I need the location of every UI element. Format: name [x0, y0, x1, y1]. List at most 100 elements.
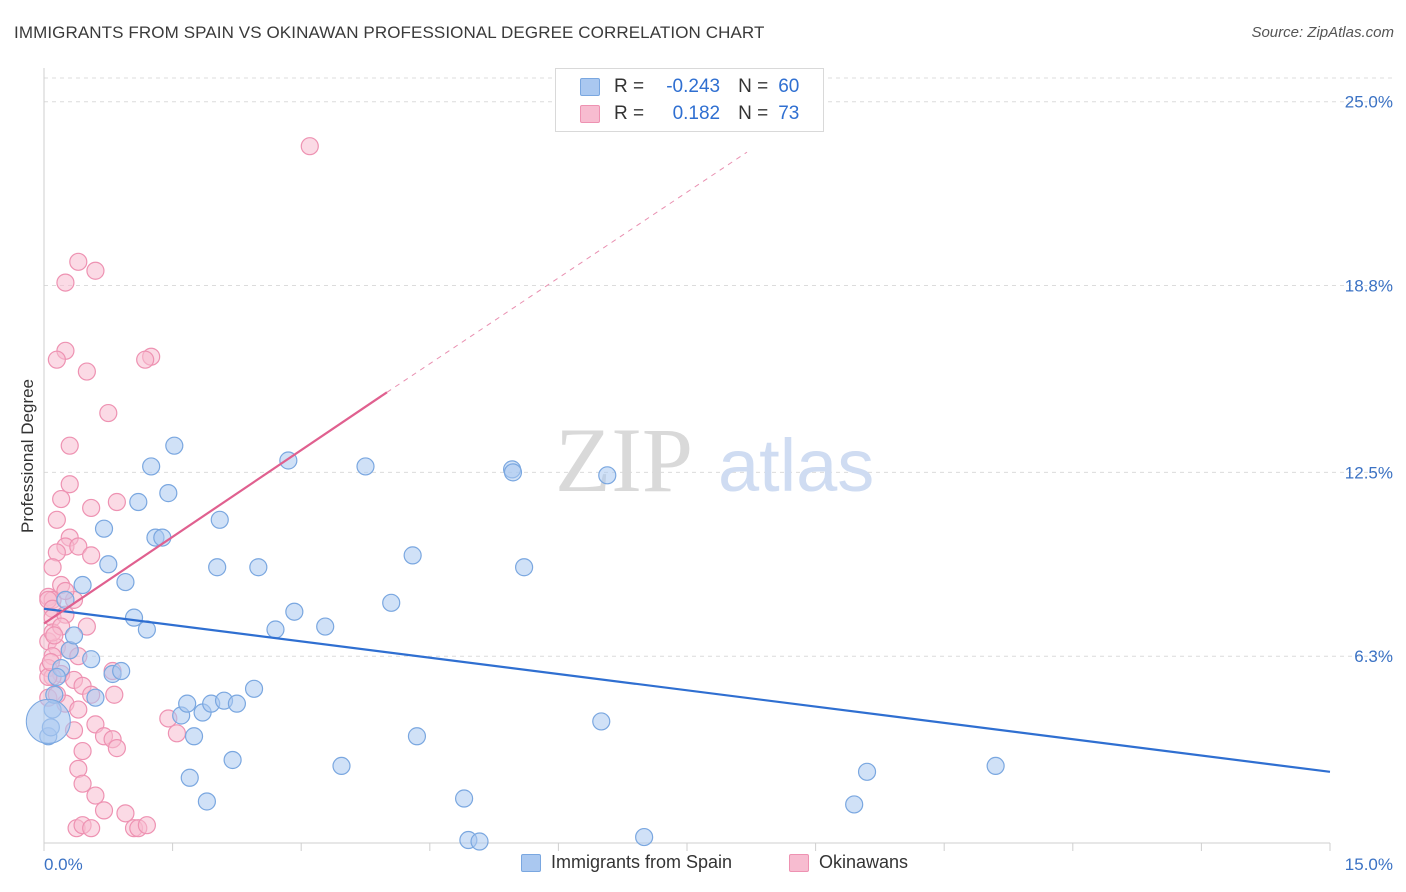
- data-point-okinawan: [56, 273, 75, 292]
- legend-row-spain: R = -0.243 N = 60: [556, 74, 799, 100]
- data-point-spain: [210, 510, 229, 529]
- data-point-spain: [124, 608, 144, 627]
- x-tick-label: 15.0%: [1345, 855, 1393, 874]
- data-point-okinawan: [300, 137, 319, 156]
- data-point-okinawan: [99, 403, 118, 423]
- legend-n-value-okinawan: 73: [778, 103, 800, 124]
- series-okinawans: [39, 137, 319, 838]
- bottom-legend-swatch-spain: [521, 853, 541, 872]
- chart-title: IMMIGRANTS FROM SPAIN VS OKINAWAN PROFES…: [14, 23, 765, 42]
- data-point-spain: [857, 762, 877, 781]
- data-point-spain: [129, 492, 148, 512]
- y-tick-label: 18.8%: [1345, 277, 1393, 296]
- legend-n-label: N =: [738, 76, 769, 97]
- watermark-atlas: atlas: [718, 424, 874, 507]
- x-tick-labels: 0.0% 15.0%: [44, 855, 1393, 874]
- data-point-okinawan: [47, 510, 66, 529]
- y-tick-label: 6.3%: [1354, 647, 1393, 666]
- data-point-spain: [244, 679, 264, 698]
- data-point-spain: [407, 727, 427, 746]
- data-point-spain: [159, 484, 178, 503]
- bottom-legend-swatch-okinawan: [789, 853, 809, 872]
- data-point-okinawan: [69, 700, 88, 719]
- data-point-spain: [116, 572, 135, 592]
- legend-n-value-spain: 60: [778, 76, 800, 97]
- trend-line-spain: [43, 607, 1331, 773]
- data-point-okinawan: [69, 537, 88, 556]
- data-point-okinawan: [136, 350, 155, 369]
- data-point-okinawan: [73, 741, 92, 761]
- y-axis-label: Professional Degree: [18, 379, 37, 533]
- data-point-spain: [403, 546, 422, 565]
- data-point-okinawan: [45, 626, 64, 645]
- data-point-spain: [64, 626, 84, 645]
- legend-swatch-okinawan: [580, 105, 600, 123]
- grid-lines: [44, 77, 1393, 657]
- data-point-okinawan: [116, 804, 135, 823]
- legend-row-okinawan: R = 0.182 N = 73: [556, 101, 799, 127]
- watermark-zip: ZIP: [555, 409, 693, 511]
- data-point-okinawan: [137, 816, 156, 835]
- data-point-spain: [285, 602, 304, 621]
- trend-line-okinawan-extension: [386, 151, 748, 393]
- data-point-spain: [82, 650, 101, 669]
- data-point-okinawan: [167, 724, 186, 743]
- source-label: Source: ZipAtlas.com: [1251, 24, 1394, 41]
- data-point-spain: [223, 750, 242, 770]
- data-point-spain: [266, 620, 285, 639]
- data-point-okinawan: [82, 498, 101, 518]
- data-point-okinawan: [105, 685, 124, 704]
- data-point-spain: [986, 756, 1005, 776]
- data-point-spain: [249, 558, 268, 577]
- trend-line-okinawan: [43, 391, 388, 625]
- data-point-okinawan: [52, 489, 71, 509]
- data-point-okinawan: [82, 819, 101, 838]
- data-point-okinawan: [77, 362, 96, 381]
- data-point-okinawan: [107, 492, 126, 512]
- data-point-okinawan: [77, 617, 96, 636]
- bottom-legend-spain: Immigrants from Spain: [521, 852, 732, 873]
- legend-n-label: N =: [738, 103, 769, 124]
- legend-swatch-spain: [580, 78, 600, 96]
- y-tick-labels: 6.3% 12.5% 18.8% 25.0%: [1345, 93, 1393, 666]
- legend-r-value-spain: -0.243: [666, 76, 721, 97]
- legend-r-label: R =: [614, 103, 645, 124]
- data-point-spain: [165, 436, 184, 455]
- data-point-spain: [635, 827, 654, 847]
- data-point-spain: [197, 792, 216, 811]
- y-tick-label: 25.0%: [1345, 93, 1393, 112]
- legend-r-label: R =: [614, 76, 645, 97]
- data-point-okinawan: [94, 801, 114, 820]
- data-point-okinawan: [86, 261, 105, 280]
- legend-r-value-okinawan: 0.182: [672, 103, 721, 124]
- data-point-spain: [184, 727, 204, 746]
- bottom-legend-label-okinawan: Okinawans: [819, 852, 909, 872]
- data-point-spain: [845, 795, 864, 814]
- data-point-spain: [112, 661, 131, 681]
- data-point-spain: [592, 712, 611, 731]
- data-point-spain: [382, 593, 401, 612]
- data-point-okinawan: [60, 436, 79, 455]
- data-point-spain: [227, 694, 246, 713]
- series-immigrants-from-spain: [25, 436, 1005, 851]
- data-point-spain: [503, 463, 523, 482]
- data-point-spain: [99, 555, 118, 574]
- data-point-spain: [454, 789, 474, 808]
- data-point-spain: [332, 756, 351, 776]
- data-point-spain: [73, 575, 92, 595]
- data-point-spain: [470, 832, 489, 851]
- data-point-spain: [180, 768, 199, 787]
- data-point-okinawan: [47, 350, 66, 369]
- data-point-spain: [208, 558, 227, 577]
- data-point-okinawan: [86, 786, 105, 805]
- data-point-okinawan: [60, 475, 79, 494]
- data-point-okinawan: [69, 252, 88, 271]
- y-tick-label: 12.5%: [1345, 463, 1393, 482]
- data-point-spain: [142, 457, 161, 476]
- watermark: ZIP atlas: [555, 409, 874, 511]
- data-point-spain: [47, 667, 66, 687]
- data-point-okinawan: [82, 546, 101, 565]
- bottom-legend-okinawan: Okinawans: [789, 852, 908, 873]
- data-point-spain-large: [25, 698, 71, 744]
- data-point-spain: [598, 466, 617, 485]
